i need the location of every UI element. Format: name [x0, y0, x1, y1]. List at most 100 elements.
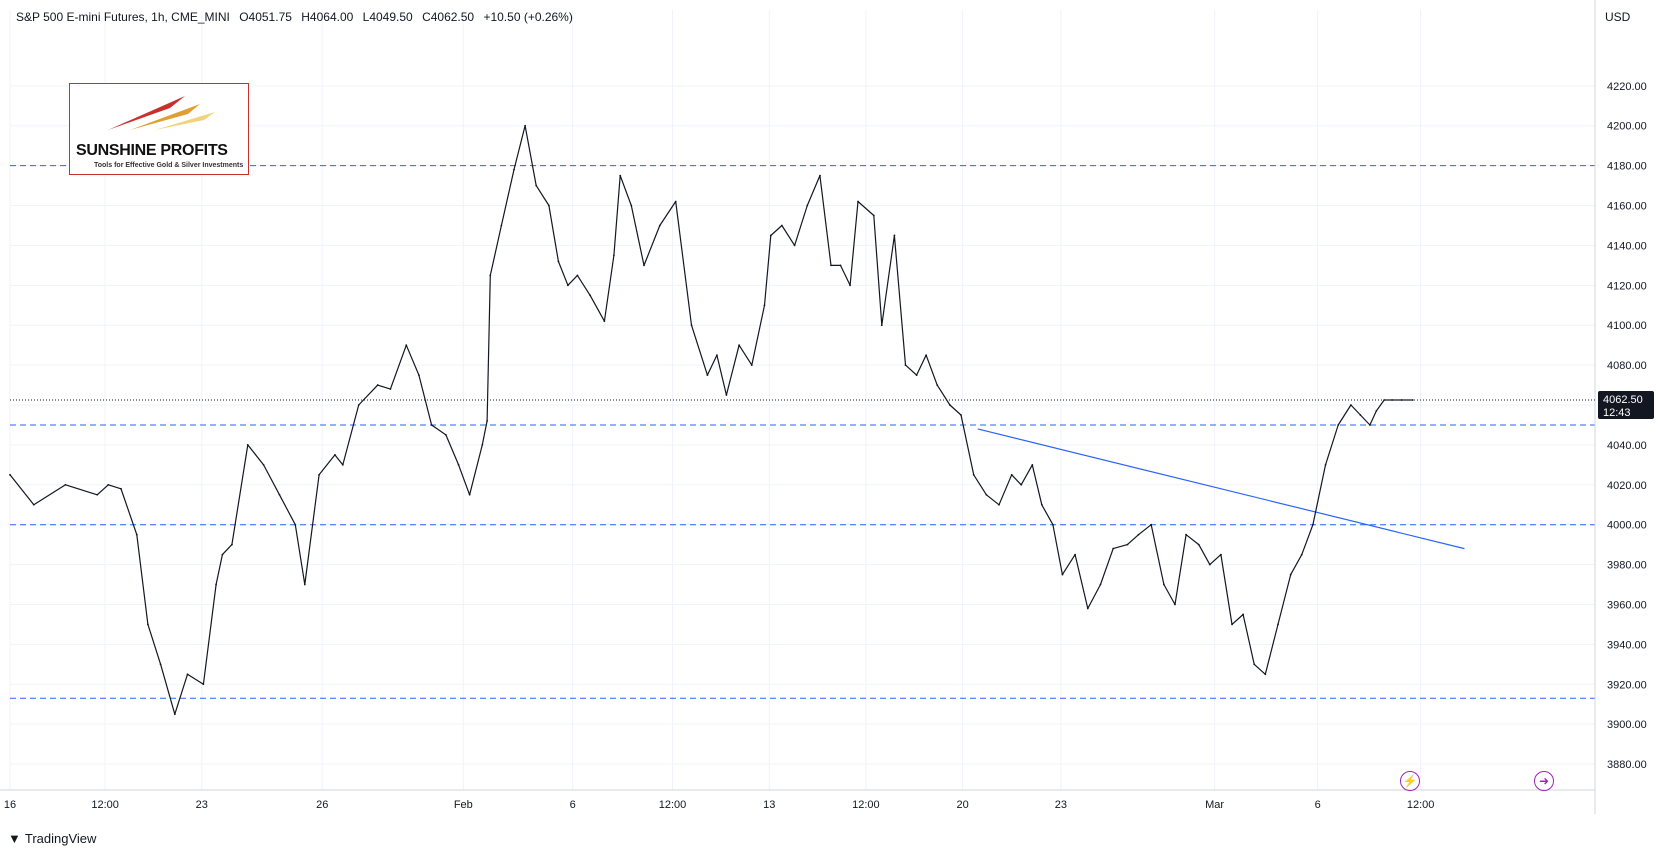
x-tick-label: 6	[1315, 799, 1321, 811]
price-point	[486, 420, 488, 422]
price-point	[769, 234, 772, 237]
sunshine-profits-logo: SUNSHINE PROFITS Tools for Effective Gol…	[69, 83, 249, 175]
price-point	[763, 304, 766, 307]
price-point	[376, 384, 379, 386]
price-point	[893, 234, 896, 237]
price-point	[444, 434, 447, 436]
price-point	[806, 204, 809, 207]
price-point	[215, 583, 217, 586]
x-tick-label: 12:00	[91, 799, 119, 811]
x-tick-label: 20	[956, 799, 968, 811]
price-point	[904, 364, 907, 367]
price-line	[9, 125, 1413, 715]
price-point	[1112, 547, 1115, 550]
x-tick-label: Feb	[454, 799, 473, 811]
x-tick-label: Mar	[1205, 799, 1224, 811]
price-point	[936, 384, 939, 386]
price-point	[159, 663, 162, 666]
price-point	[202, 683, 205, 686]
price-point	[231, 543, 233, 546]
price-series	[9, 124, 1414, 716]
price-point	[1231, 623, 1233, 626]
price-point	[418, 374, 420, 376]
y-tick-label: 4080.00	[1607, 360, 1647, 372]
x-tick-label: 6	[570, 799, 576, 811]
price-point	[1311, 523, 1314, 526]
y-tick-label: 4000.00	[1607, 520, 1647, 532]
price-point	[146, 623, 149, 626]
price-point	[880, 324, 883, 327]
price-point	[1375, 410, 1378, 412]
price-point	[1197, 543, 1200, 546]
open-value: O4051.75	[239, 10, 292, 24]
price-point	[357, 404, 360, 406]
price-point	[1264, 673, 1267, 676]
price-point	[830, 264, 832, 267]
y-tick-label: 3920.00	[1607, 679, 1647, 691]
symbol-title[interactable]: S&P 500 E-mini Futures, 1h, CME_MINI	[16, 10, 230, 24]
price-point	[972, 473, 975, 476]
price-point	[262, 463, 265, 466]
price-point	[985, 493, 988, 496]
price-point	[716, 354, 718, 357]
price-point	[1289, 573, 1292, 576]
price-point	[1324, 463, 1327, 466]
price-point	[64, 483, 67, 486]
tradingview-branding[interactable]: ▼ TradingView	[8, 831, 96, 846]
price-point	[246, 444, 249, 446]
price-point	[658, 224, 661, 227]
price-point	[468, 493, 471, 496]
price-point	[793, 244, 796, 247]
price-point	[1369, 424, 1371, 426]
price-point	[1300, 553, 1303, 556]
price-point	[1337, 424, 1340, 426]
y-tick-label: 4220.00	[1607, 81, 1647, 93]
price-point	[1174, 603, 1176, 606]
y-tick-label: 4200.00	[1607, 121, 1647, 133]
price-point	[1208, 563, 1211, 566]
price-point	[535, 184, 538, 187]
brand-label: TradingView	[24, 831, 97, 846]
price-point	[278, 493, 281, 496]
price-point	[1099, 583, 1102, 586]
price-point	[318, 473, 320, 476]
x-tick-label: 12:00	[1407, 799, 1435, 811]
price-point	[1052, 523, 1054, 526]
price-point	[738, 344, 740, 347]
price-point	[576, 274, 579, 277]
trendline-group	[977, 428, 1465, 550]
x-tick-label: 26	[316, 799, 328, 811]
price-point	[430, 424, 433, 426]
y-tick-label: 4120.00	[1607, 280, 1647, 292]
price-point	[513, 168, 515, 171]
price-point	[619, 174, 622, 177]
price-point	[548, 204, 550, 207]
price-point	[960, 414, 962, 416]
price-point	[457, 463, 460, 466]
price-point	[120, 487, 122, 490]
price-point	[925, 354, 928, 357]
price-point	[1359, 414, 1362, 416]
price-point	[630, 204, 633, 207]
lightning-icon[interactable]: ⚡	[1400, 771, 1420, 791]
price-point	[839, 264, 842, 267]
price-point	[750, 364, 753, 367]
price-point	[819, 174, 821, 177]
price-point	[1150, 523, 1153, 526]
y-tick-label: 4180.00	[1607, 161, 1647, 173]
low-value: L4049.50	[362, 10, 413, 24]
price-point	[1411, 399, 1414, 401]
price-point	[32, 503, 35, 506]
y-tick-label: 3880.00	[1607, 759, 1647, 771]
go-to-realtime-icon[interactable]: ➜	[1534, 771, 1554, 791]
y-tick-label: 4020.00	[1607, 480, 1647, 492]
currency-label: USD	[1605, 10, 1631, 24]
y-tick-label: 4040.00	[1607, 440, 1647, 452]
change-value: +10.50 (+0.26%)	[483, 10, 573, 24]
price-point	[557, 260, 560, 263]
price-point	[1126, 543, 1129, 546]
price-point	[1074, 553, 1077, 556]
